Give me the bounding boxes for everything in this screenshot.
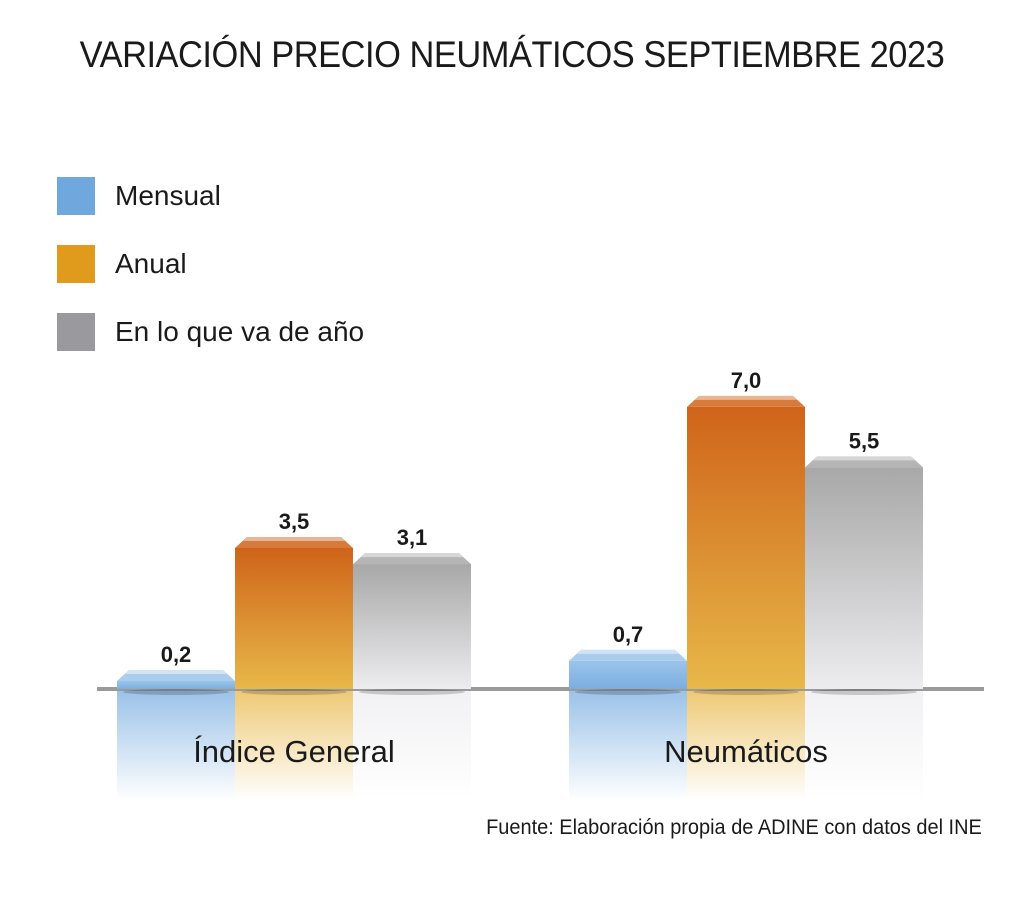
data-label: 0,7 [613,622,644,647]
bar-mensual-1 [569,660,687,689]
bar-en-lo-que-va-de-año-1 [805,467,923,689]
category-label: Neumáticos [664,734,828,769]
legend-swatch-mensual [57,177,95,215]
bar-cap-highlight [125,669,227,674]
bar-shadow [811,689,917,695]
bar-cap [117,669,235,681]
bar-cap-highlight [361,553,463,558]
bar-en-lo-que-va-de-año-0 [353,564,471,689]
bar-cap [687,395,805,407]
bar-shadow [575,689,681,695]
source-note: Fuente: Elaboración propia de ADINE con … [486,816,982,839]
bar-reflection [805,691,923,801]
legend-swatch-ytd [57,313,95,351]
category-label: Índice General [193,734,395,769]
legend-label: Anual [115,248,187,279]
legend-label: Mensual [115,180,221,211]
bar-reflection [569,691,687,801]
bar-cap [353,553,471,565]
bar-reflection [235,691,353,801]
bar-shadow [241,689,347,695]
bar-cap-highlight [813,456,915,461]
bar-reflection [117,691,235,801]
data-label: 3,5 [279,509,310,534]
legend: Mensual Anual En lo que va de año [57,162,364,366]
legend-item-anual: Anual [57,230,364,298]
bar-anual-1 [687,406,805,689]
bar-mensual-0 [117,680,235,689]
bar-shadow [359,689,465,695]
bar-shadow [693,689,799,695]
bar-anual-0 [235,547,353,689]
baseline-axis [97,687,984,691]
bar-reflection [687,691,805,801]
legend-item-ytd: En lo que va de año [57,298,364,366]
bar-cap-highlight [243,536,345,541]
legend-label: En lo que va de año [115,316,365,347]
bar-cap-highlight [577,649,679,654]
data-label: 3,1 [397,525,428,550]
legend-swatch-anual [57,245,95,283]
bar-cap [569,649,687,661]
bar-reflection [353,691,471,801]
data-label: 5,5 [849,428,880,453]
chart-title: VARIACIÓN PRECIO NEUMÁTICOS SEPTIEMBRE 2… [79,34,945,75]
data-label: 7,0 [731,368,762,393]
bar-cap-highlight [695,395,797,400]
bar-cap [235,536,353,548]
data-label: 0,2 [161,642,192,667]
bar-cap [805,456,923,468]
bar-shadow [123,689,229,695]
legend-item-mensual: Mensual [57,162,364,230]
